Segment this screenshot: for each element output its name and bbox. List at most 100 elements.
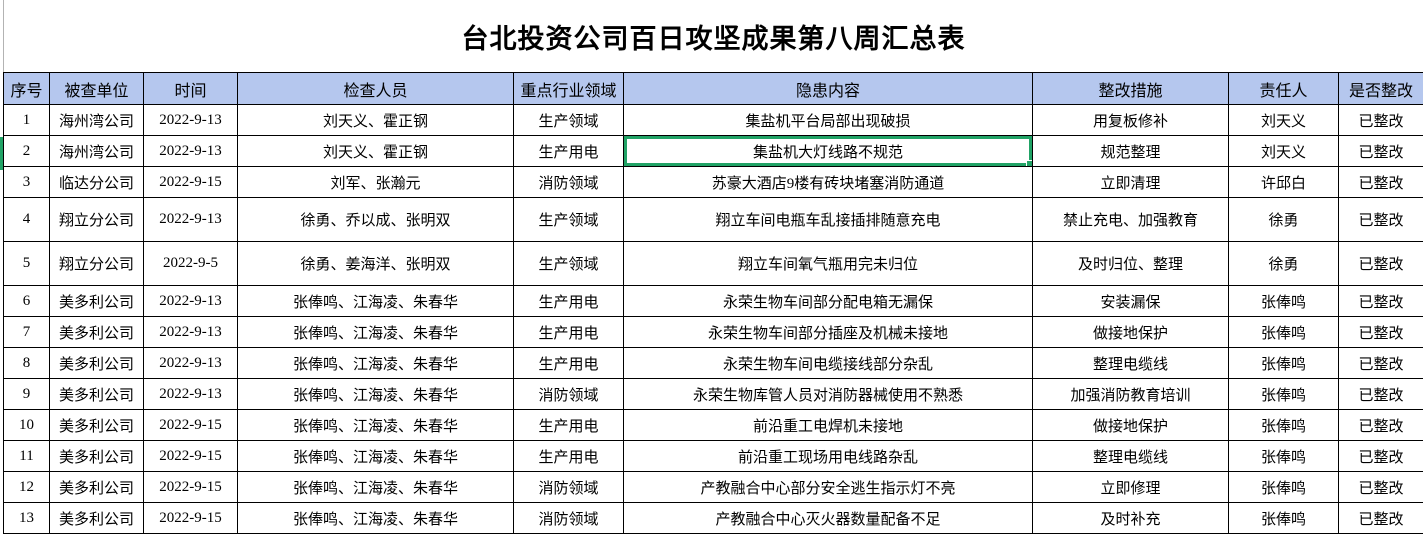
cell[interactable]: 张俸鸣 (1228, 378, 1339, 410)
cell[interactable]: 永荣生物车间电缆接线部分杂乱 (623, 347, 1033, 379)
cell[interactable]: 生产用电 (513, 409, 624, 441)
cell[interactable]: 永荣生物车间部分插座及机械未接地 (623, 316, 1033, 348)
cell[interactable]: 张俸鸣、江海凌、朱春华 (237, 502, 514, 534)
cell[interactable]: 规范整理 (1032, 135, 1229, 167)
cell[interactable]: 2022-9-15 (143, 166, 238, 198)
column-header[interactable]: 责任人 (1228, 72, 1339, 105)
cell[interactable]: 2022-9-15 (143, 440, 238, 472)
cell[interactable]: 消防领域 (513, 166, 624, 198)
cell[interactable]: 已整改 (1338, 502, 1423, 534)
cell[interactable]: 张俸鸣 (1228, 471, 1339, 503)
cell[interactable]: 8 (3, 347, 50, 379)
cell[interactable]: 已整改 (1338, 285, 1423, 317)
cell[interactable]: 美多利公司 (49, 502, 144, 534)
cell[interactable]: 翔立车间氧气瓶用完未归位 (623, 241, 1033, 286)
cell[interactable]: 张俸鸣 (1228, 347, 1339, 379)
cell[interactable]: 2022-9-15 (143, 409, 238, 441)
cell[interactable]: 张俸鸣 (1228, 409, 1339, 441)
cell[interactable]: 已整改 (1338, 440, 1423, 472)
cell[interactable]: 张俸鸣 (1228, 285, 1339, 317)
cell[interactable]: 已整改 (1338, 378, 1423, 410)
cell[interactable]: 及时补充 (1032, 502, 1229, 534)
cell[interactable]: 徐勇 (1228, 197, 1339, 242)
cell[interactable]: 9 (3, 378, 50, 410)
cell[interactable]: 生产用电 (513, 440, 624, 472)
cell[interactable]: 刘天义、霍正钢 (237, 135, 514, 167)
cell[interactable]: 张俸鸣 (1228, 502, 1339, 534)
cell[interactable]: 产教融合中心部分安全逃生指示灯不亮 (623, 471, 1033, 503)
cell[interactable]: 已整改 (1338, 316, 1423, 348)
column-header[interactable]: 被查单位 (49, 72, 144, 105)
cell[interactable]: 消防领域 (513, 502, 624, 534)
cell[interactable]: 刘天义、霍正钢 (237, 104, 514, 136)
cell[interactable]: 张俸鸣、江海凌、朱春华 (237, 440, 514, 472)
cell[interactable]: 已整改 (1338, 409, 1423, 441)
cell[interactable]: 2022-9-15 (143, 471, 238, 503)
cell[interactable]: 立即清理 (1032, 166, 1229, 198)
cell[interactable]: 立即修理 (1032, 471, 1229, 503)
cell[interactable]: 生产用电 (513, 316, 624, 348)
cell[interactable]: 已整改 (1338, 241, 1423, 286)
cell[interactable]: 徐勇、乔以成、张明双 (237, 197, 514, 242)
cell[interactable]: 张俸鸣 (1228, 440, 1339, 472)
cell[interactable]: 12 (3, 471, 50, 503)
cell[interactable]: 已整改 (1338, 166, 1423, 198)
cell[interactable]: 徐勇、姜海洋、张明双 (237, 241, 514, 286)
column-header[interactable]: 隐患内容 (623, 72, 1033, 105)
cell[interactable]: 已整改 (1338, 197, 1423, 242)
cell[interactable]: 张俸鸣、江海凌、朱春华 (237, 409, 514, 441)
cell[interactable]: 2022-9-15 (143, 502, 238, 534)
cell[interactable]: 生产领域 (513, 241, 624, 286)
cell[interactable]: 2022-9-5 (143, 241, 238, 286)
cell[interactable]: 1 (3, 104, 50, 136)
cell[interactable]: 生产领域 (513, 197, 624, 242)
cell[interactable]: 前沿重工电焊机未接地 (623, 409, 1033, 441)
column-header[interactable]: 重点行业领域 (513, 72, 624, 105)
column-header[interactable]: 整改措施 (1032, 72, 1229, 105)
cell[interactable]: 翔立分公司 (49, 197, 144, 242)
cell[interactable]: 整理电缆线 (1032, 440, 1229, 472)
cell[interactable]: 已整改 (1338, 471, 1423, 503)
cell[interactable]: 前沿重工现场用电线路杂乱 (623, 440, 1033, 472)
cell[interactable]: 做接地保护 (1032, 409, 1229, 441)
cell[interactable]: 6 (3, 285, 50, 317)
cell[interactable]: 7 (3, 316, 50, 348)
cell[interactable]: 消防领域 (513, 471, 624, 503)
cell[interactable]: 生产领域 (513, 104, 624, 136)
cell[interactable]: 2022-9-13 (143, 316, 238, 348)
cell[interactable]: 许邱白 (1228, 166, 1339, 198)
cell[interactable]: 刘军、张瀚元 (237, 166, 514, 198)
cell[interactable]: 11 (3, 440, 50, 472)
cell[interactable]: 2022-9-13 (143, 135, 238, 167)
cell[interactable]: 美多利公司 (49, 347, 144, 379)
cell[interactable]: 生产用电 (513, 347, 624, 379)
cell[interactable]: 已整改 (1338, 135, 1423, 167)
cell[interactable]: 4 (3, 197, 50, 242)
cell[interactable]: 翔立车间电瓶车乱接插排随意充电 (623, 197, 1033, 242)
cell[interactable]: 2022-9-13 (143, 104, 238, 136)
cell[interactable]: 美多利公司 (49, 285, 144, 317)
cell[interactable]: 5 (3, 241, 50, 286)
cell[interactable]: 刘天义 (1228, 104, 1339, 136)
cell[interactable]: 美多利公司 (49, 378, 144, 410)
cell[interactable]: 3 (3, 166, 50, 198)
cell[interactable]: 张俸鸣 (1228, 316, 1339, 348)
cell[interactable]: 集盐机平台局部出现破损 (623, 104, 1033, 136)
cell[interactable]: 10 (3, 409, 50, 441)
cell[interactable]: 张俸鸣、江海凌、朱春华 (237, 378, 514, 410)
cell[interactable]: 张俸鸣、江海凌、朱春华 (237, 471, 514, 503)
cell[interactable]: 美多利公司 (49, 440, 144, 472)
cell[interactable]: 翔立分公司 (49, 241, 144, 286)
cell[interactable]: 整理电缆线 (1032, 347, 1229, 379)
cell[interactable]: 临达分公司 (49, 166, 144, 198)
cell[interactable]: 永荣生物库管人员对消防器械使用不熟悉 (623, 378, 1033, 410)
cell[interactable]: 张俸鸣、江海凌、朱春华 (237, 347, 514, 379)
cell[interactable]: 苏豪大酒店9楼有砖块堵塞消防通道 (623, 166, 1033, 198)
cell[interactable]: 张俸鸣、江海凌、朱春华 (237, 285, 514, 317)
cell[interactable]: 2022-9-13 (143, 285, 238, 317)
cell[interactable]: 美多利公司 (49, 471, 144, 503)
cell[interactable]: 13 (3, 502, 50, 534)
cell[interactable]: 已整改 (1338, 104, 1423, 136)
cell[interactable]: 生产用电 (513, 135, 624, 167)
cell[interactable]: 及时归位、整理 (1032, 241, 1229, 286)
